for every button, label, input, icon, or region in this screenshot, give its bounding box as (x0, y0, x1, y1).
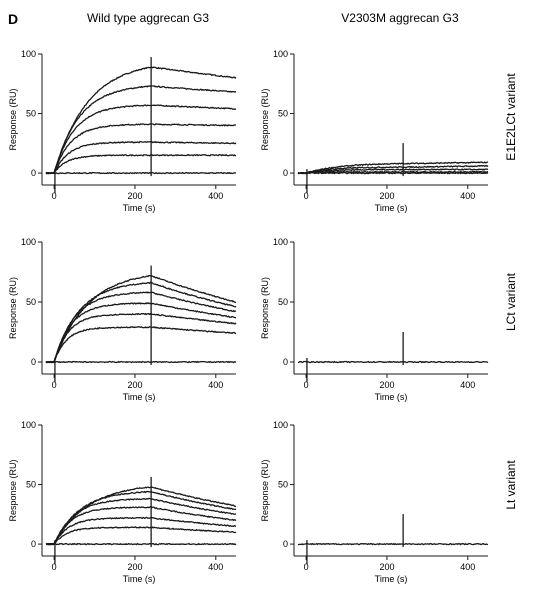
sensorgram-trace (297, 161, 489, 175)
y-tick-label: 50 (278, 297, 288, 307)
sensorgram-trace (45, 302, 237, 364)
x-axis-label: Time (s) (123, 574, 156, 584)
sensorgram-trace (297, 168, 489, 175)
sensorgram-trace (45, 312, 237, 364)
y-tick-label: 0 (283, 357, 288, 367)
sensorgram-trace (45, 506, 237, 546)
x-tick-label: 200 (379, 562, 394, 572)
charts-group: 0 50 100 0 200 400 Time (s) Response (RU) 0 50 100… (8, 49, 489, 584)
x-tick-label: 200 (127, 191, 142, 201)
chart-2: 0 50 100 0 200 400 Time (s) Response (RU) (260, 49, 489, 213)
sensorgram-trace (297, 542, 489, 546)
sensorgram-trace (46, 490, 237, 546)
x-tick-label: 0 (304, 380, 309, 390)
panel-letter: D (8, 11, 18, 27)
sensorgram-trace (45, 141, 237, 175)
sensorgram-trace (46, 526, 237, 546)
sensorgram-trace (45, 360, 236, 364)
sensorgram-trace (297, 164, 489, 175)
x-axis-label: Time (s) (375, 392, 408, 402)
sensorgram-trace (45, 171, 237, 175)
y-axis-label: Response (RU) (260, 459, 270, 521)
row-label-lct: LCt variant (504, 272, 518, 331)
y-tick-label: 0 (283, 168, 288, 178)
y-tick-label: 100 (273, 420, 288, 430)
x-tick-label: 0 (52, 562, 57, 572)
x-tick-label: 0 (52, 191, 57, 201)
y-axis-label: Response (RU) (8, 277, 18, 339)
sensorgram-trace (46, 516, 237, 546)
y-tick-label: 100 (21, 420, 36, 430)
y-tick-label: 50 (278, 480, 288, 490)
y-tick-label: 0 (31, 357, 36, 367)
sensorgram-trace (46, 497, 237, 546)
y-axis-label: Response (RU) (8, 88, 18, 150)
y-tick-label: 100 (273, 49, 288, 59)
y-tick-label: 0 (283, 539, 288, 549)
y-tick-label: 100 (273, 237, 288, 247)
x-tick-label: 400 (208, 380, 223, 390)
chart-4: 0 50 100 0 200 400 Time (s) Response (RU) (260, 237, 489, 402)
y-tick-label: 100 (21, 237, 36, 247)
sensorgram-trace (45, 281, 237, 364)
y-tick-label: 0 (31, 539, 36, 549)
sensorgram-trace (45, 291, 236, 364)
x-tick-label: 0 (52, 380, 57, 390)
y-axis-label: Response (RU) (260, 88, 270, 150)
x-tick-label: 400 (460, 191, 475, 201)
y-axis-label: Response (RU) (260, 277, 270, 339)
column-title-v2303m: V2303M aggrecan G3 (341, 11, 459, 25)
y-tick-label: 50 (26, 109, 36, 119)
y-axis-label: Response (RU) (8, 459, 18, 521)
sensorgram-trace (45, 542, 237, 546)
chart-1: 0 50 100 0 200 400 Time (s) Response (RU) (8, 49, 237, 213)
x-tick-label: 400 (460, 562, 475, 572)
row-label-e1e2lct: E1E2LCt variant (504, 73, 518, 161)
x-axis-label: Time (s) (123, 203, 156, 213)
sensorgram-trace (45, 274, 237, 364)
y-tick-label: 50 (26, 480, 36, 490)
sensorgram-trace (297, 171, 489, 175)
x-axis-label: Time (s) (375, 574, 408, 584)
x-tick-label: 200 (127, 562, 142, 572)
x-tick-label: 0 (304, 191, 309, 201)
y-tick-label: 50 (278, 109, 288, 119)
x-tick-label: 200 (379, 380, 394, 390)
y-tick-label: 100 (21, 49, 36, 59)
sensorgram-trace (45, 326, 237, 364)
x-tick-label: 400 (460, 380, 475, 390)
chart-5: 0 50 100 0 200 400 Time (s) Response (RU) (8, 420, 237, 584)
sensorgram-trace (297, 360, 489, 364)
x-axis-label: Time (s) (123, 392, 156, 402)
y-tick-label: 0 (31, 168, 36, 178)
sensorgram-trace (45, 123, 237, 175)
x-axis-label: Time (s) (375, 203, 408, 213)
chart-6: 0 50 100 0 200 400 Time (s) Response (RU) (260, 420, 489, 584)
row-label-lt: Lt variant (504, 460, 518, 510)
x-tick-label: 400 (208, 562, 223, 572)
x-tick-label: 0 (304, 562, 309, 572)
x-tick-label: 200 (379, 191, 394, 201)
sensorgram-trace (45, 154, 236, 175)
sensorgram-trace (45, 85, 237, 175)
y-tick-label: 50 (26, 297, 36, 307)
x-tick-label: 200 (127, 380, 142, 390)
sensorgram-trace (45, 104, 237, 175)
chart-3: 0 50 100 0 200 400 Time (s) Response (RU) (8, 237, 237, 402)
sensorgram-trace (45, 486, 237, 546)
x-tick-label: 400 (208, 191, 223, 201)
sensorgram-trace (45, 66, 237, 175)
column-title-wild-type: Wild type aggrecan G3 (87, 11, 209, 25)
